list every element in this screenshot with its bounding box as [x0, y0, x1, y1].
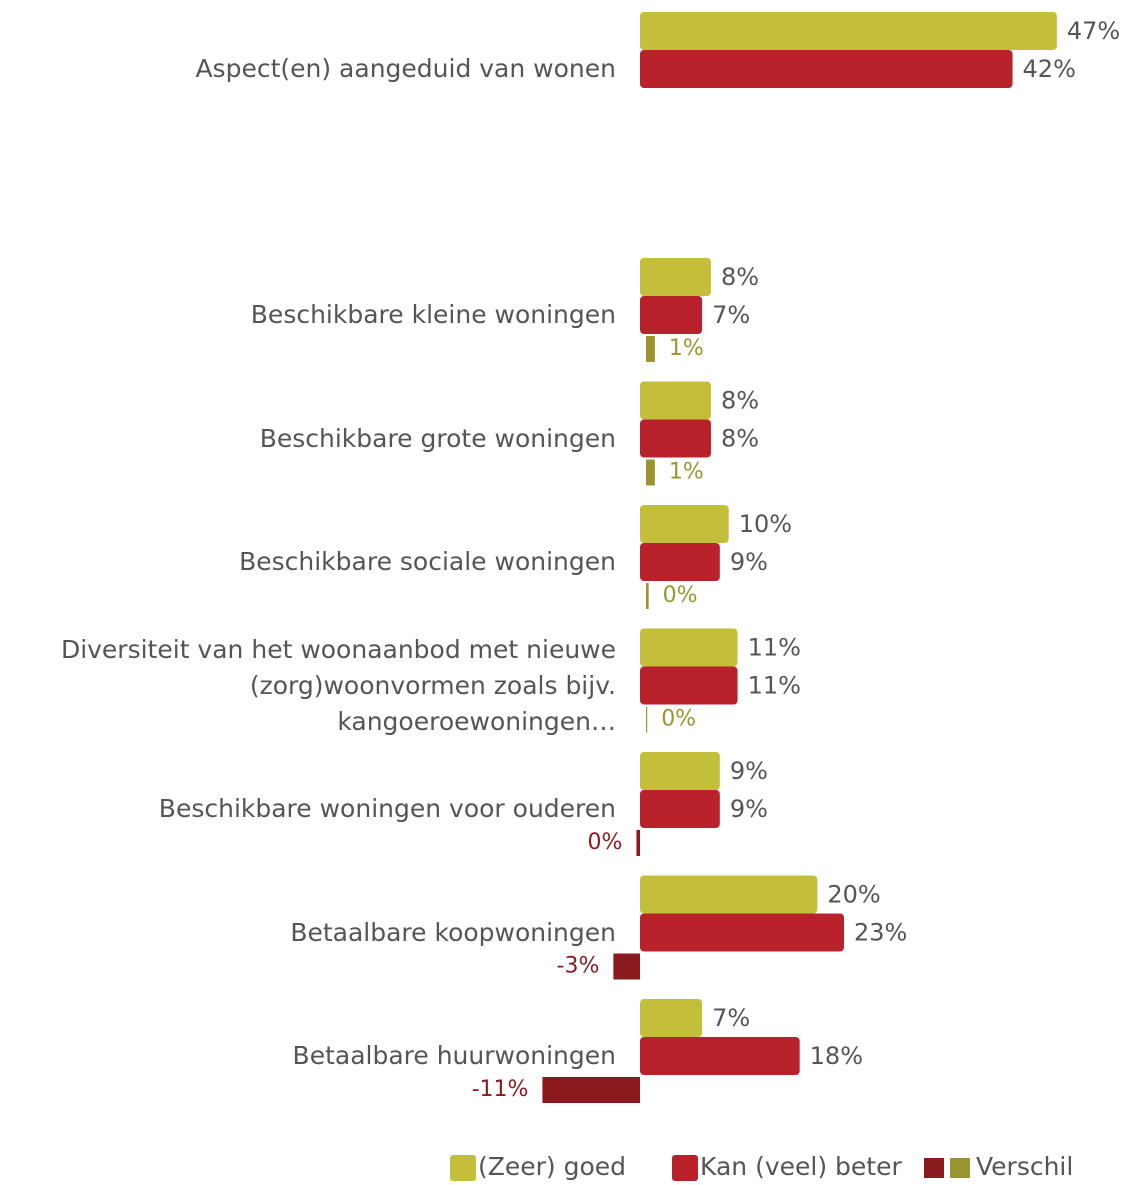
- legend-swatch: [924, 1158, 944, 1178]
- value-label: 1%: [669, 460, 704, 485]
- value-label: 11%: [748, 634, 801, 662]
- value-label: -3%: [557, 954, 600, 979]
- bar: [640, 628, 738, 667]
- legend-label: Kan (veel) beter: [700, 1152, 902, 1181]
- value-label: 9%: [730, 757, 768, 785]
- category-label: Beschikbare woningen voor ouderen: [158, 794, 616, 823]
- diff-bar: [542, 1077, 640, 1103]
- bar: [640, 875, 818, 914]
- diff-bar: [646, 459, 655, 486]
- legend-swatch: [672, 1155, 698, 1181]
- diff-bar: [646, 336, 655, 362]
- bar: [640, 419, 711, 458]
- legend-swatch: [450, 1155, 476, 1181]
- category-label: Diversiteit van het woonaanbod met nieuw…: [60, 634, 616, 736]
- bar: [640, 381, 711, 420]
- value-label: 1%: [669, 336, 704, 361]
- bar: [640, 543, 720, 581]
- diff-bar: [613, 953, 640, 980]
- category-label: Beschikbare kleine woningen: [250, 300, 616, 329]
- value-label: 42%: [1023, 55, 1076, 83]
- value-label: 11%: [748, 672, 801, 700]
- value-label: 9%: [730, 548, 768, 576]
- diff-bar: [636, 830, 640, 856]
- value-label: 8%: [721, 387, 759, 415]
- value-label: 23%: [854, 919, 907, 947]
- diff-bar: [646, 706, 648, 733]
- value-label: 20%: [827, 881, 880, 909]
- legend-label: Verschil: [976, 1152, 1073, 1181]
- bar: [640, 12, 1057, 50]
- bar: [640, 505, 729, 543]
- value-label: 0%: [661, 707, 696, 732]
- value-label: 18%: [810, 1042, 863, 1070]
- value-label: 8%: [721, 263, 759, 291]
- bar: [640, 1037, 800, 1075]
- category-label: Beschikbare sociale woningen: [239, 547, 616, 576]
- bar: [640, 790, 720, 828]
- value-label: 0%: [663, 583, 698, 608]
- legend-label: (Zeer) goed: [478, 1152, 626, 1181]
- value-label: -11%: [472, 1077, 529, 1102]
- category-label: Betaalbare huurwoningen: [292, 1041, 616, 1070]
- value-label: 8%: [721, 425, 759, 453]
- diff-bar: [646, 583, 649, 609]
- value-label: 7%: [712, 301, 750, 329]
- value-label: 47%: [1067, 17, 1120, 45]
- bar: [640, 296, 703, 334]
- bar: [640, 666, 738, 705]
- bar: [640, 258, 711, 296]
- value-label: 9%: [730, 795, 768, 823]
- legend-swatch: [950, 1158, 970, 1178]
- category-label: Betaalbare koopwoningen: [290, 917, 616, 947]
- bar: [640, 752, 720, 790]
- bar: [640, 913, 845, 952]
- category-label: Beschikbare grote woningen: [259, 423, 616, 453]
- value-label: 0%: [588, 830, 623, 855]
- bar: [640, 50, 1013, 88]
- value-label: 7%: [712, 1004, 750, 1032]
- value-label: 10%: [739, 510, 792, 538]
- bar: [640, 999, 703, 1037]
- category-label: Aspect(en) aangeduid van wonen: [195, 54, 616, 83]
